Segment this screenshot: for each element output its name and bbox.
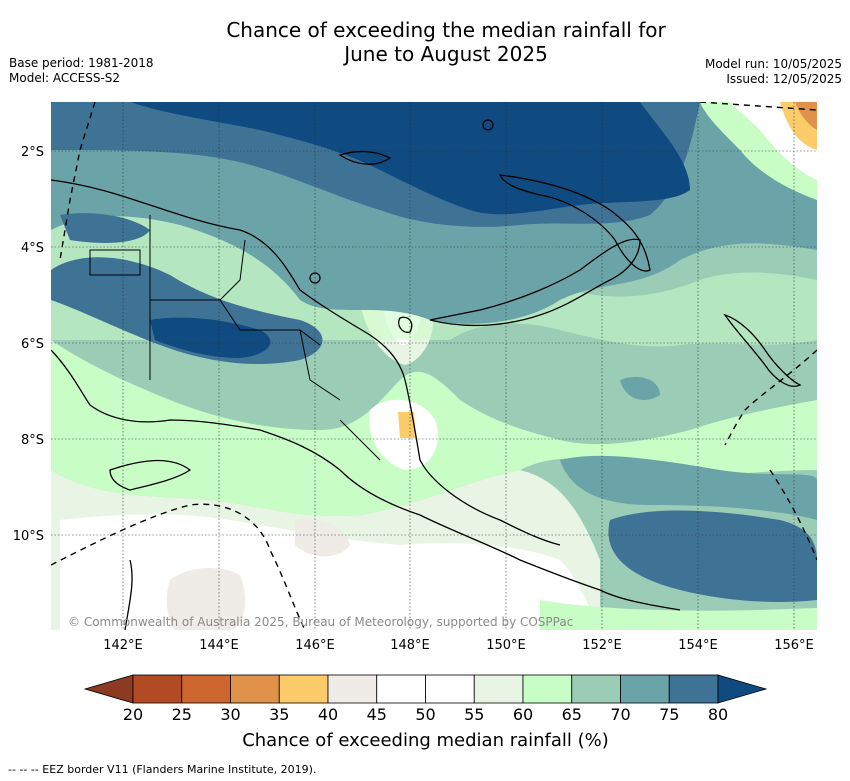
lon-label-150: 150°E	[486, 638, 526, 653]
coastlines	[51, 119, 802, 630]
lon-label-146: 146°E	[295, 638, 335, 653]
colorbar-cell	[132, 674, 183, 704]
coast-north	[51, 179, 561, 546]
lon-label-156: 156°E	[774, 638, 814, 653]
contour-70-75-patch	[620, 376, 660, 400]
latitude-labels: 2°S 4°S 6°S 8°S 10°S	[13, 145, 44, 544]
lon-label-142: 142°E	[103, 638, 143, 653]
issued-date: Issued: 12/05/2025	[726, 72, 842, 86]
base-period: Base period: 1981-2018	[9, 56, 154, 70]
eez-legend: -- -- -- EEZ border V11 (Flanders Marine…	[8, 763, 317, 776]
colorbar-tick-label: 60	[512, 705, 534, 724]
colorbar-cell	[620, 674, 670, 704]
contour-75-80-nw	[60, 213, 150, 243]
province-border-1	[89, 249, 141, 276]
colorbar-high-extend	[717, 674, 768, 704]
meta-left: Base period: 1981-2018 Model: ACCESS-S2	[9, 56, 154, 86]
lat-label-4: 4°S	[21, 241, 44, 256]
colorbar-title: Chance of exceeding median rainfall (%)	[242, 730, 609, 751]
province-border-2	[150, 299, 321, 346]
colorbar-tick-label: 35	[269, 705, 290, 724]
eez-borders	[51, 102, 817, 630]
colorbar-tick-label: 75	[659, 705, 680, 724]
colorbar-tick-label: 50	[415, 705, 436, 724]
colorbar-cell	[473, 674, 524, 704]
eez-north-east	[699, 102, 817, 111]
colorbar-cells	[132, 674, 719, 704]
coast-new-britain	[429, 238, 641, 327]
colorbar-cell	[181, 674, 231, 704]
lat-label-2: 2°S	[21, 145, 44, 160]
contour-75-80-se	[608, 510, 817, 602]
lat-label-8: 8°S	[21, 433, 44, 448]
colorbar-tick-label: 70	[610, 705, 631, 724]
coast-karkar	[309, 272, 321, 284]
coast-cape-york	[124, 559, 133, 630]
model-name: Model: ACCESS-S2	[9, 71, 121, 85]
province-border-3	[219, 239, 246, 301]
copyright-text: © Commonwealth of Australia 2025, Bureau…	[68, 615, 573, 629]
province-border-4	[299, 329, 341, 401]
title-line-1: Chance of exceeding the median rainfall …	[226, 18, 666, 42]
colorbar-cell	[571, 674, 621, 704]
rainfall-contours	[51, 102, 817, 630]
lon-label-148: 148°E	[390, 638, 430, 653]
colorbar-low-extend	[83, 674, 134, 704]
coast-manus	[338, 150, 392, 165]
title-line-2: June to August 2025	[344, 42, 548, 66]
contour-35-40-patch	[398, 412, 416, 438]
colorbar-cell	[425, 674, 475, 704]
contour-over-80-west	[150, 317, 271, 358]
colorbar-cell	[327, 674, 378, 704]
colorbar-tick-label: 65	[561, 705, 582, 724]
coast-small-island	[482, 119, 494, 131]
contour-60-65-se	[540, 600, 817, 630]
coast-louisiade	[599, 589, 681, 611]
eez-south-west	[51, 503, 306, 630]
coast-long-island	[398, 316, 413, 333]
lon-label-154: 154°E	[678, 638, 718, 653]
province-borders	[89, 215, 381, 461]
colorbar-cell	[376, 674, 426, 704]
colorbar-tick-label: 55	[464, 705, 485, 724]
coast-bougainville	[723, 313, 802, 387]
colorbar-tick-label: 25	[171, 705, 192, 724]
eez-south-east	[769, 469, 817, 561]
lon-label-144: 144°E	[199, 638, 239, 653]
colorbar-tick-label: 30	[220, 705, 241, 724]
colorbar	[83, 674, 768, 704]
longitude-labels: 142°E 144°E 146°E 148°E 150°E 152°E 154°…	[103, 638, 814, 653]
graticule	[51, 102, 817, 630]
colorbar-cell	[230, 674, 280, 704]
map-title: Chance of exceeding the median rainfall …	[0, 18, 850, 66]
contour-40-45-sw	[166, 568, 246, 630]
lat-label-6: 6°S	[21, 337, 44, 352]
lat-label-10: 10°S	[13, 529, 44, 544]
colorbar-tick-label: 80	[707, 705, 729, 724]
province-border-5	[339, 419, 381, 461]
coast-south	[51, 349, 601, 591]
model-run: Model run: 10/05/2025	[704, 57, 842, 71]
colorbar-tick-label: 45	[366, 705, 387, 724]
contour-70-75-se	[560, 455, 817, 520]
coast-new-ireland	[498, 174, 651, 272]
eez-west	[59, 102, 96, 261]
lon-label-152: 152°E	[582, 638, 622, 653]
colorbar-tick-label: 20	[122, 705, 144, 724]
coast-torres	[109, 459, 192, 491]
colorbar-tick-label: 40	[317, 705, 339, 724]
meta-right: Model run: 10/05/2025 Issued: 12/05/2025	[705, 57, 842, 87]
colorbar-cell	[668, 674, 719, 704]
eez-east	[724, 349, 817, 446]
colorbar-cell	[278, 674, 329, 704]
colorbar-cell	[522, 674, 573, 704]
contour-40-45-centre	[295, 518, 350, 557]
